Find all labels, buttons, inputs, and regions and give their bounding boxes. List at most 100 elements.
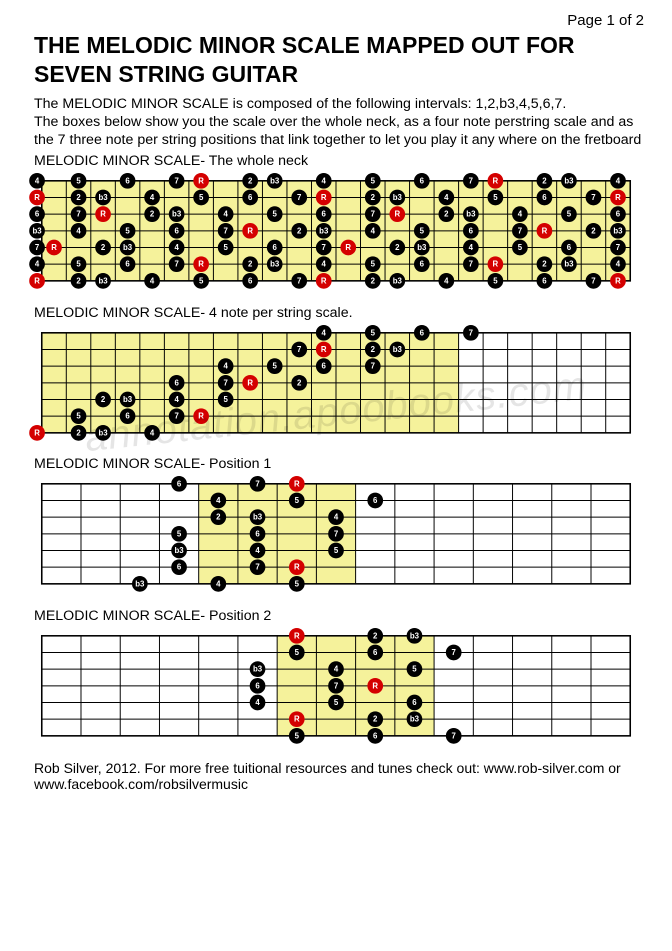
note-label: 7	[76, 210, 81, 219]
note-label: 6	[125, 411, 130, 420]
note-label: b3	[417, 243, 427, 252]
note-label: 6	[248, 193, 253, 202]
note-label: 2	[591, 226, 596, 235]
note-label: b3	[410, 715, 420, 724]
note-label: 6	[373, 496, 378, 505]
note-label: 2	[373, 715, 378, 724]
note-label: 7	[35, 243, 40, 252]
note-label: 6	[125, 176, 130, 185]
note-label: 6	[177, 563, 182, 572]
note-label: 5	[177, 530, 182, 539]
note-label: 2	[371, 345, 376, 354]
note-label: 5	[295, 648, 300, 657]
note-label: 4	[150, 193, 155, 202]
note-label: 5	[76, 411, 81, 420]
note-label: 2	[150, 210, 155, 219]
note-label: 5	[371, 176, 376, 185]
note-label: 2	[76, 276, 81, 285]
note-label: b3	[466, 210, 476, 219]
note-label: 5	[199, 193, 204, 202]
note-label: R	[51, 243, 57, 252]
note-label: 4	[223, 210, 228, 219]
note-label: 4	[35, 260, 40, 269]
note-label: 7	[469, 260, 474, 269]
note-label: 4	[255, 698, 260, 707]
intro-text: The MELODIC MINOR SCALE is composed of t…	[28, 95, 644, 150]
note-label: R	[198, 260, 204, 269]
note-label: 5	[273, 361, 278, 370]
note-label: b3	[270, 176, 280, 185]
note-label: b3	[123, 243, 133, 252]
note-label: 7	[591, 193, 596, 202]
chart-title: MELODIC MINOR SCALE- The whole neck	[34, 153, 644, 169]
note-label: 4	[518, 210, 523, 219]
note-label: b3	[172, 210, 182, 219]
note-label: R	[542, 226, 548, 235]
note-label: 6	[412, 698, 417, 707]
note-label: 5	[295, 496, 300, 505]
note-label: R	[294, 631, 300, 640]
note-label: b3	[393, 345, 403, 354]
note-label: R	[294, 563, 300, 572]
note-label: 2	[216, 513, 221, 522]
chart-title: MELODIC MINOR SCALE- Position 1	[34, 456, 644, 472]
note-label: 2	[444, 210, 449, 219]
note-label: 6	[420, 176, 425, 185]
note-label: 6	[469, 226, 474, 235]
note-label: 4	[216, 580, 221, 589]
note-label: R	[345, 243, 351, 252]
note-label: b3	[98, 193, 108, 202]
note-label: b3	[393, 193, 403, 202]
note-label: 4	[255, 546, 260, 555]
note-label: 6	[177, 480, 182, 489]
note-label: 6	[567, 243, 572, 252]
note-label: b3	[253, 513, 263, 522]
note-label: 4	[371, 226, 376, 235]
note-label: b3	[32, 226, 42, 235]
note-label: R	[34, 428, 40, 437]
note-label: 2	[373, 631, 378, 640]
note-label: b3	[564, 176, 574, 185]
note-label: 5	[334, 698, 339, 707]
note-label: 6	[248, 276, 253, 285]
note-label: 5	[76, 260, 81, 269]
note-label: 4	[174, 243, 179, 252]
note-label: 5	[412, 665, 417, 674]
note-label: 2	[101, 395, 106, 404]
note-label: R	[493, 176, 499, 185]
charts-container: MELODIC MINOR SCALE- The whole neck 4 5 6 7 R…	[28, 153, 644, 746]
note-label: 7	[322, 243, 327, 252]
page-title: THE MELODIC MINOR SCALE MAPPED OUT FOR S…	[28, 31, 644, 89]
note-label: b3	[319, 226, 329, 235]
note-label: R	[321, 345, 327, 354]
note-label: 4	[616, 176, 621, 185]
note-label: 4	[76, 226, 81, 235]
note-label: 7	[334, 681, 339, 690]
note-label: 2	[248, 260, 253, 269]
note-label: 7	[518, 226, 523, 235]
note-label: b3	[98, 428, 108, 437]
note-label: R	[247, 226, 253, 235]
note-label: 7	[616, 243, 621, 252]
note-label: R	[198, 176, 204, 185]
note-label: 4	[150, 276, 155, 285]
note-label: b3	[410, 631, 420, 640]
note-label: 4	[334, 665, 339, 674]
note-label: 5	[223, 395, 228, 404]
note-label: R	[615, 193, 621, 202]
note-label: 5	[273, 210, 278, 219]
note-label: 2	[542, 176, 547, 185]
note-label: 6	[373, 731, 378, 740]
note-label: 2	[248, 176, 253, 185]
footer-text: Rob Silver, 2012. For more free tuitiona…	[28, 760, 644, 792]
note-label: 7	[452, 731, 457, 740]
note-label: 4	[322, 176, 327, 185]
note-label: R	[294, 715, 300, 724]
note-label: 6	[322, 210, 327, 219]
note-label: 4	[174, 395, 179, 404]
note-label: R	[198, 411, 204, 420]
note-label: 2	[297, 378, 302, 387]
note-label: R	[615, 276, 621, 285]
note-label: 4	[616, 260, 621, 269]
note-label: 5	[223, 243, 228, 252]
